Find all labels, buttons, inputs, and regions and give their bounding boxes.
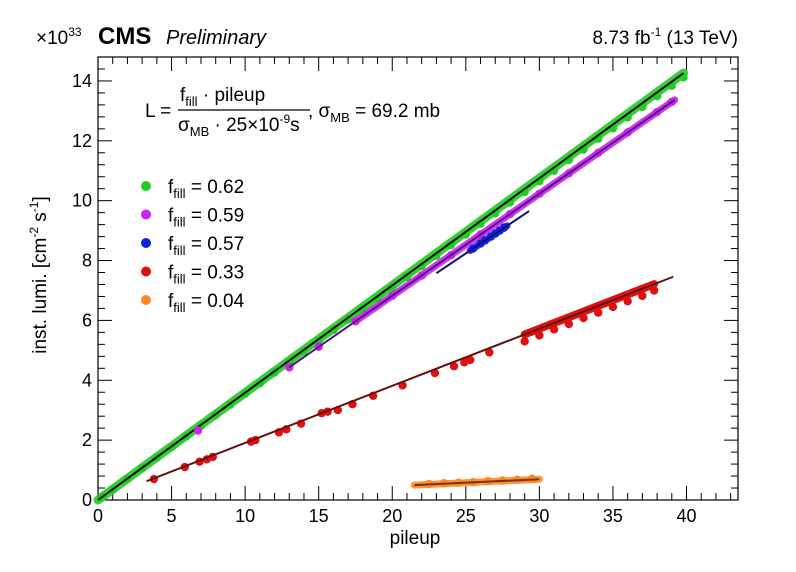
legend-item: ffill = 0.59 [141, 206, 244, 230]
lumi-label: 8.73 fb-1 (13 TeV) [592, 25, 738, 49]
fit-line [97, 72, 685, 501]
preliminary-label: Preliminary [166, 27, 267, 49]
legend-label: ffill = 0.62 [168, 177, 244, 201]
data-point [343, 315, 353, 324]
series-1 [193, 96, 679, 435]
x-tick-label: 20 [382, 506, 402, 526]
legend: ffill = 0.62 ffill = 0.59 ffill = 0.57 ffil… [141, 177, 245, 315]
legend-marker [141, 209, 151, 220]
x-axis-label: pileup [390, 528, 441, 549]
formula-lhs: L = [145, 101, 171, 122]
legend-label: ffill = 0.04 [168, 291, 245, 315]
tick-labels: 0 5 10 15 20 25 30 35 40 0 2 4 6 8 10 12 14 [72, 71, 697, 526]
y-tick-label: 12 [72, 131, 92, 151]
data-point [417, 262, 426, 271]
data-layer [93, 68, 689, 505]
data-point [402, 272, 412, 282]
y-tick-label: 14 [72, 71, 92, 91]
formula-denominator: σMB · 25×10-9s [178, 112, 300, 139]
formula: L = ffill · pileup σMB · 25×10-9s , σMB … [145, 85, 440, 139]
legend-item: ffill = 0.04 [141, 291, 245, 315]
data-point [623, 297, 632, 306]
data-point [594, 308, 603, 317]
legend-item: ffill = 0.57 [141, 234, 244, 258]
series-4 [410, 474, 543, 489]
data-point [579, 313, 588, 323]
x-tick-label: 0 [93, 506, 103, 526]
x-tick-label: 5 [167, 506, 177, 526]
fit-line [288, 99, 676, 369]
series-3 [146, 275, 674, 484]
data-point [485, 348, 494, 357]
x-tick-label: 35 [603, 506, 623, 526]
axis-ticks [97, 57, 738, 501]
plot-frame [97, 56, 739, 501]
fit-line [414, 478, 540, 487]
data-point [638, 291, 647, 301]
x-tick-label: 40 [676, 506, 696, 526]
y-tick-label: 4 [82, 370, 92, 390]
series-2 [435, 210, 530, 275]
y-tick-label: 6 [82, 310, 92, 330]
exponent-label: ×1033 [36, 25, 82, 49]
y-tick-label: 8 [82, 251, 92, 271]
x-tick-label: 10 [235, 506, 255, 526]
formula-sigma: , σMB = 69.2 mb [308, 101, 440, 125]
legend-label: ffill = 0.59 [168, 206, 244, 230]
legend-marker [141, 295, 151, 305]
y-axis-label: inst. lumi. [cm-2 s-1] [27, 196, 51, 354]
y-tick-label: 0 [82, 490, 92, 510]
legend-marker [141, 181, 151, 191]
y-tick-label: 2 [82, 430, 92, 450]
data-point [608, 302, 618, 312]
x-tick-label: 15 [309, 506, 329, 526]
data-point [193, 426, 203, 435]
data-point [564, 319, 574, 329]
fit-line [435, 210, 530, 275]
data-point [520, 337, 529, 346]
formula-numerator: ffill · pileup [180, 85, 265, 109]
legend-label: ffill = 0.33 [168, 263, 244, 287]
x-tick-label: 30 [529, 506, 549, 526]
legend-label: ffill = 0.57 [168, 234, 244, 258]
data-point [649, 286, 659, 295]
legend-item: ffill = 0.33 [141, 263, 244, 287]
legend-marker [141, 266, 151, 277]
x-tick-label: 25 [456, 506, 476, 526]
y-tick-label: 10 [72, 191, 92, 211]
data-point [449, 362, 459, 371]
legend-marker [141, 238, 151, 248]
cms-label: CMS [98, 23, 151, 50]
data-point [549, 325, 559, 334]
data-point [535, 331, 544, 340]
series-0 [93, 68, 689, 505]
data-point [388, 283, 397, 292]
legend-item: ffill = 0.62 [141, 177, 244, 201]
fit-line [146, 275, 674, 483]
data-point [466, 355, 475, 365]
